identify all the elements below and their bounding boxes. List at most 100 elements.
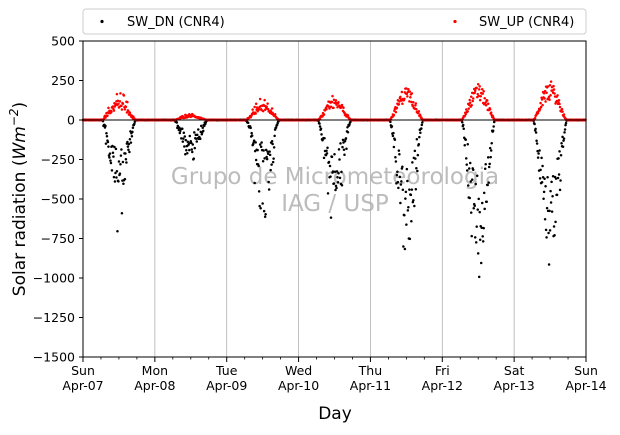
data-point <box>564 123 567 127</box>
data-point <box>113 180 117 183</box>
data-point <box>108 156 111 159</box>
x-tick-label-weekday: Fri <box>435 363 450 378</box>
data-point <box>416 169 419 173</box>
data-point <box>192 157 196 160</box>
y-tick-label: −250 <box>41 152 75 167</box>
data-point <box>112 109 116 112</box>
data-point <box>465 169 469 172</box>
data-point <box>417 142 421 146</box>
data-point <box>337 171 340 175</box>
data-point <box>533 122 536 126</box>
data-point <box>482 90 485 93</box>
data-point <box>396 170 399 173</box>
data-point <box>117 102 120 105</box>
data-point <box>401 188 405 192</box>
data-point <box>181 140 185 143</box>
data-point <box>548 209 551 213</box>
data-point <box>338 176 342 180</box>
data-point <box>120 108 124 111</box>
data-point <box>415 166 418 170</box>
data-point <box>249 126 252 130</box>
data-point <box>534 131 538 134</box>
data-point <box>128 111 132 114</box>
data-point <box>265 105 268 108</box>
data-point <box>183 145 186 148</box>
data-point <box>540 180 544 184</box>
data-point <box>336 180 340 184</box>
data-point <box>105 132 108 135</box>
data-point <box>563 131 566 134</box>
data-point <box>268 150 271 153</box>
data-point <box>329 105 333 109</box>
data-point <box>335 186 338 190</box>
data-point <box>258 204 261 208</box>
data-point <box>405 223 408 226</box>
data-point <box>258 97 262 101</box>
data-point <box>547 231 550 235</box>
x-tick-label-weekday: Thu <box>358 363 382 378</box>
x-tick-label-date: Apr-14 <box>565 378 606 393</box>
data-point <box>400 90 404 94</box>
data-point <box>115 176 118 179</box>
data-point <box>549 201 553 204</box>
data-point <box>265 155 268 159</box>
data-point <box>127 148 130 151</box>
data-point <box>107 145 110 148</box>
legend-marker-sw-dn <box>100 19 104 24</box>
data-point <box>466 110 469 113</box>
data-point <box>175 121 179 124</box>
data-point <box>539 101 542 105</box>
data-point <box>478 85 481 88</box>
data-point <box>325 152 329 155</box>
data-point <box>401 165 404 168</box>
y-axis-label: Solar radiation (Wm−2) <box>7 102 30 296</box>
data-point <box>333 170 337 173</box>
data-point <box>406 209 410 212</box>
data-point <box>470 234 473 238</box>
data-point <box>197 128 200 131</box>
data-point <box>411 200 415 204</box>
data-point <box>392 145 396 149</box>
data-point <box>481 235 484 238</box>
data-point <box>472 206 475 210</box>
data-point <box>540 98 544 101</box>
data-point <box>341 138 345 142</box>
data-point <box>332 182 336 185</box>
data-point <box>182 137 185 140</box>
data-point <box>262 209 266 213</box>
data-point <box>266 152 270 156</box>
data-point <box>123 177 127 181</box>
data-point <box>542 197 545 200</box>
data-point <box>564 121 568 125</box>
data-point <box>253 105 256 109</box>
data-point <box>550 180 553 184</box>
data-point <box>125 161 128 164</box>
data-point <box>104 142 108 145</box>
data-point <box>184 138 188 142</box>
data-point <box>476 252 480 255</box>
data-point <box>250 134 254 137</box>
data-point <box>480 201 484 205</box>
x-tick-label-date: Apr-09 <box>206 378 247 393</box>
data-point <box>553 234 556 237</box>
data-point <box>478 238 482 242</box>
data-point <box>196 133 199 137</box>
data-point <box>183 135 187 138</box>
data-point <box>413 204 416 208</box>
data-point <box>193 131 196 134</box>
data-point <box>188 134 192 138</box>
data-point <box>481 92 484 95</box>
data-point <box>112 155 115 158</box>
data-point <box>488 146 492 150</box>
data-point <box>254 102 258 105</box>
data-point <box>475 86 478 90</box>
data-point <box>250 131 253 135</box>
data-point <box>110 110 113 114</box>
x-tick-label-weekday: Sun <box>71 363 95 378</box>
data-point <box>555 99 559 103</box>
x-tick-label-date: Apr-12 <box>422 378 463 393</box>
legend: SW_DN (CNR4) SW_UP (CNR4) <box>82 8 587 35</box>
data-point <box>467 107 470 110</box>
x-tick-label-weekday: Sat <box>504 363 525 378</box>
